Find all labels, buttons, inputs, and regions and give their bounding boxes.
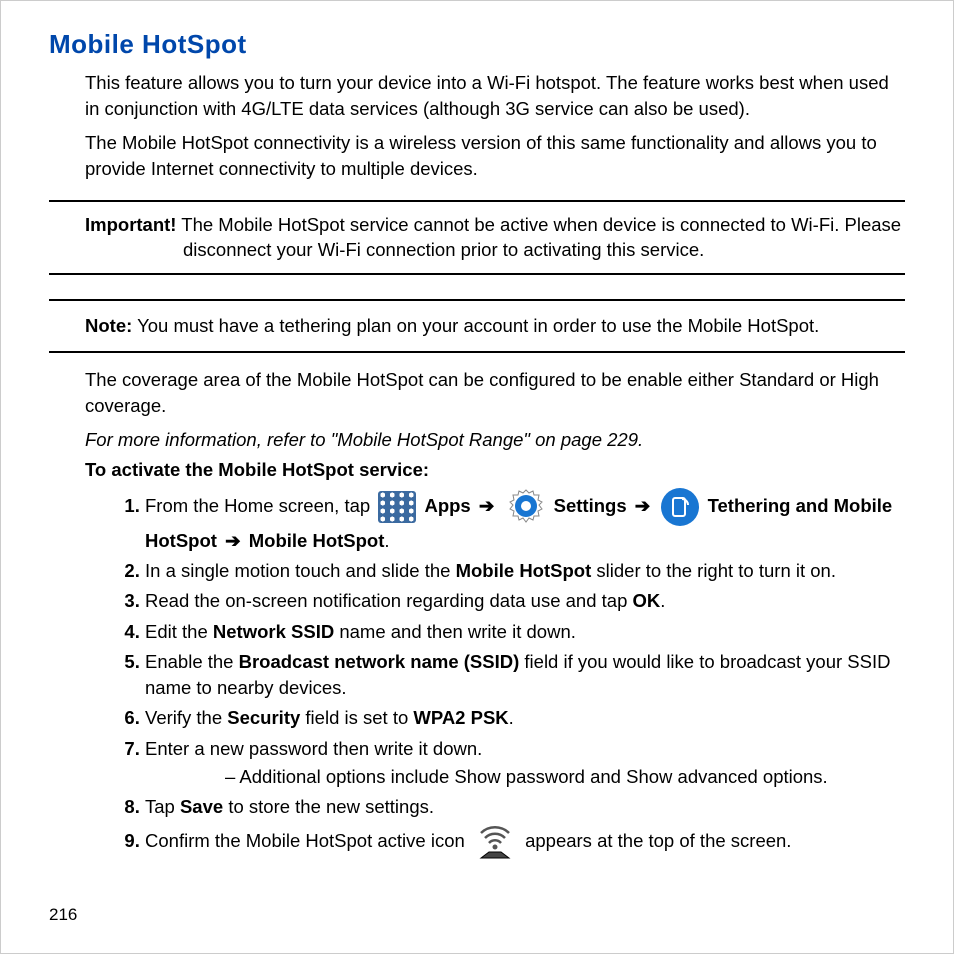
step-3: Read the on-screen notification regardin… <box>145 588 905 614</box>
arrow-icon: ➔ <box>635 495 651 516</box>
page-number: 216 <box>49 905 77 925</box>
document-page: Mobile HotSpot This feature allows you t… <box>0 0 954 954</box>
note-callout: Note: You must have a tethering plan on … <box>49 299 905 353</box>
step-5: Enable the Broadcast network name (SSID)… <box>145 649 905 702</box>
tethering-icon <box>661 488 699 526</box>
step-2: In a single motion touch and slide the M… <box>145 558 905 584</box>
arrow-icon: ➔ <box>225 530 241 551</box>
mobile-hotspot-label: Mobile HotSpot <box>249 530 385 551</box>
important-callout: Important! The Mobile HotSpot service ca… <box>49 200 905 276</box>
activate-subtitle: To activate the Mobile HotSpot service: <box>49 459 905 481</box>
reference-paragraph: For more information, refer to "Mobile H… <box>49 427 905 453</box>
period: . <box>384 530 389 551</box>
page-title: Mobile HotSpot <box>49 29 905 60</box>
step-4: Edit the Network SSID name and then writ… <box>145 619 905 645</box>
step-9: Confirm the Mobile HotSpot active icon a… <box>145 825 905 861</box>
step-6: Verify the Security field is set to WPA2… <box>145 705 905 731</box>
apps-label: Apps <box>424 495 470 516</box>
step-text: From the Home screen, tap <box>145 495 375 516</box>
coverage-paragraph: The coverage area of the Mobile HotSpot … <box>49 367 905 419</box>
intro-paragraph-2: The Mobile HotSpot connectivity is a wir… <box>49 130 905 182</box>
important-text: The Mobile HotSpot service cannot be act… <box>176 214 901 261</box>
note-label: Note: <box>85 315 132 336</box>
settings-label: Settings <box>554 495 627 516</box>
arrow-icon: ➔ <box>479 495 495 516</box>
step-7: Enter a new password then write it down.… <box>145 736 905 791</box>
steps-list: From the Home screen, tap Apps ➔ Setting… <box>49 487 905 861</box>
wifi-hotspot-icon <box>473 825 517 861</box>
step-7-sub: – Additional options include Show passwo… <box>145 764 905 790</box>
settings-icon <box>506 487 546 527</box>
important-label: Important! <box>85 214 176 235</box>
apps-icon <box>378 491 416 523</box>
step-1: From the Home screen, tap Apps ➔ Setting… <box>145 487 905 554</box>
intro-paragraph-1: This feature allows you to turn your dev… <box>49 70 905 122</box>
step-8: Tap Save to store the new settings. <box>145 794 905 820</box>
note-text: You must have a tethering plan on your a… <box>132 315 819 336</box>
